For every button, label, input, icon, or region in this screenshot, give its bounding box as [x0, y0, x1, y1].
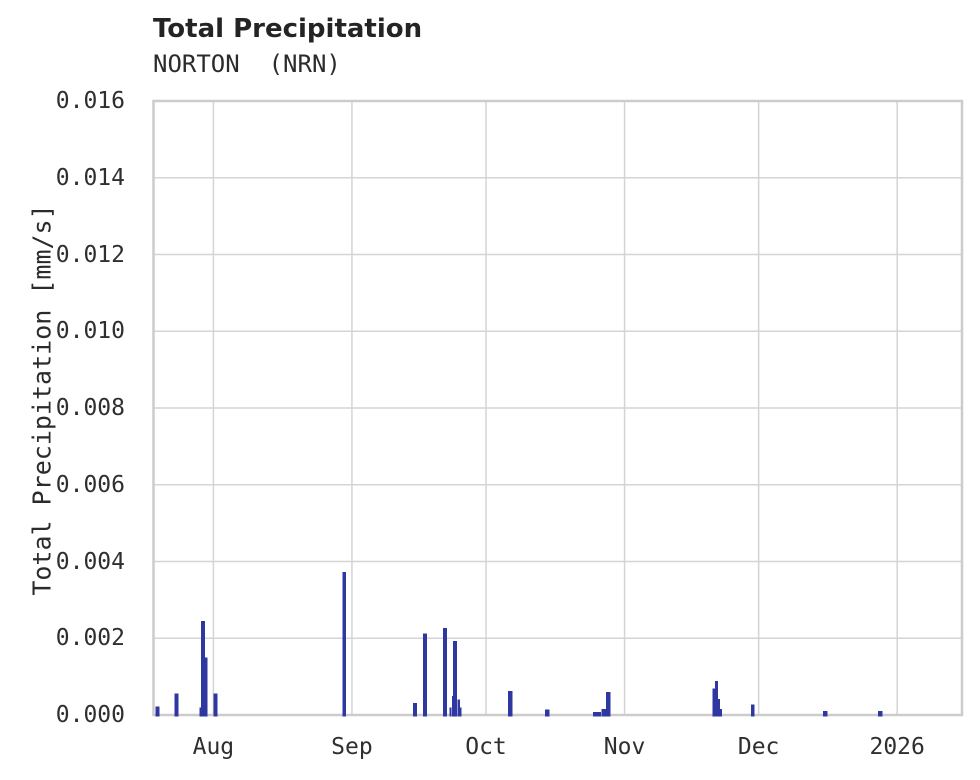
precipitation-bar [592, 711, 601, 717]
y-tick-label: 0.002 [55, 625, 125, 652]
precipitation-bar [823, 711, 828, 717]
x-tick-label: 2026 [869, 734, 925, 760]
plot-border [152, 99, 964, 717]
y-tick-label: 0.004 [55, 548, 125, 575]
precipitation-bar [606, 692, 611, 717]
x-tick-label: Nov [603, 734, 646, 760]
y-tick-label: 0.014 [55, 164, 125, 191]
precipitation-bar [155, 706, 160, 717]
precipitation-bar [213, 693, 218, 717]
precipitation-bar [453, 640, 458, 717]
chart-subtitle: NORTON (NRN) [153, 50, 341, 78]
x-tick-label: Sep [331, 734, 373, 760]
precipitation-bar [601, 708, 607, 717]
precipitation-bar [544, 709, 550, 717]
x-tick-label: Aug [192, 734, 235, 760]
precipitation-bar [442, 627, 447, 717]
y-tick-label: 0.008 [55, 395, 125, 421]
precipitation-bar [174, 693, 179, 717]
precipitation-bar [449, 707, 452, 717]
page-title: Total Precipitation [153, 14, 423, 44]
precipitation-bar [717, 698, 720, 717]
precipitation-bar [878, 711, 883, 717]
precipitation-bar [412, 703, 417, 717]
precipitation-bar [342, 571, 347, 717]
precipitation-bar [422, 633, 427, 717]
precipitation-bar [507, 691, 513, 717]
x-tick-label: Oct [465, 734, 507, 760]
precipitation-bar [201, 621, 206, 717]
precipitation-bar [715, 681, 719, 717]
x-tick-label: Dec [737, 734, 780, 760]
precipitation-bar [712, 688, 716, 717]
precipitation-bar [205, 657, 208, 717]
y-tick-label: 0.016 [55, 88, 125, 114]
precipitation-bar [751, 704, 755, 717]
precipitation-bar [199, 707, 202, 717]
y-tick-label: 0.000 [55, 702, 125, 728]
precipitation-bar [451, 695, 454, 717]
precipitation-bar [459, 707, 462, 717]
precipitation-bar [457, 699, 460, 717]
y-tick-label: 0.010 [55, 318, 125, 345]
y-tick-label: 0.006 [55, 471, 125, 498]
y-tick-label: 0.012 [55, 241, 125, 268]
precipitation-bar [719, 708, 722, 717]
